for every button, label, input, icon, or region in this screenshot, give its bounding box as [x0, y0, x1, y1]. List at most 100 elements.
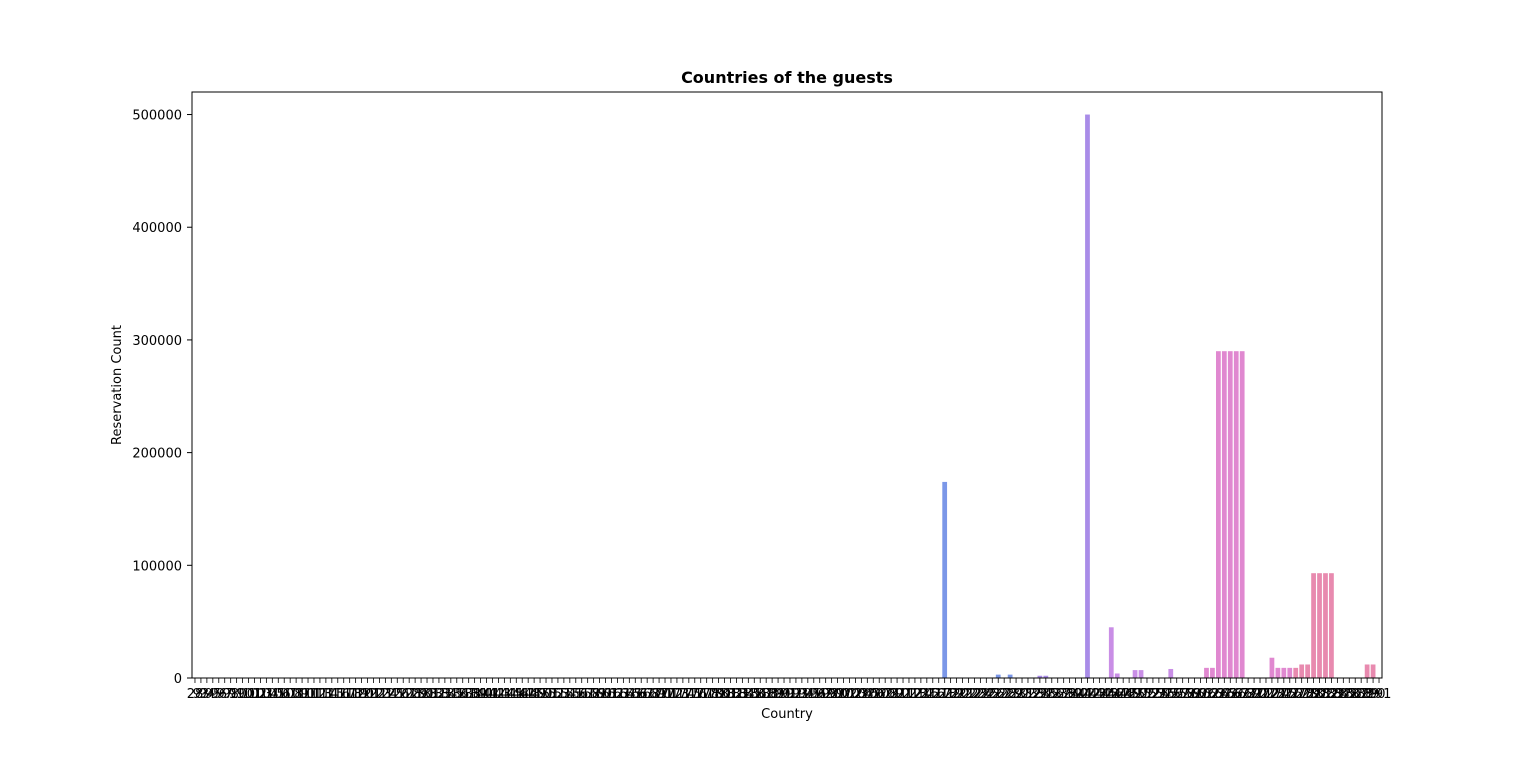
x-axis-label: Country: [761, 707, 813, 722]
x-tick-label: 171: [653, 687, 678, 702]
x-tick-label: 223: [962, 687, 987, 702]
x-tick-label: 186: [742, 687, 767, 702]
x-tick-label: 108: [278, 687, 303, 702]
x-tick-label: 196: [801, 687, 826, 702]
x-tick-label: 159: [581, 687, 606, 702]
x-tick-label: 284: [1325, 687, 1350, 702]
x-tick-label: 263: [1200, 687, 1225, 702]
y-tick-label: 400000: [132, 221, 182, 236]
x-tick-label: 132: [421, 687, 446, 702]
x-tick-label: 240: [1063, 687, 1088, 702]
x-tick-label: 220: [944, 687, 969, 702]
x-tick-label: 254: [1146, 687, 1171, 702]
x-tick-label: 125: [379, 687, 404, 702]
x-tick-label: 149: [522, 687, 547, 702]
x-tick-label: 256: [1158, 687, 1183, 702]
x-tick-label: 275: [1271, 687, 1296, 702]
x-tick-label: 194: [789, 687, 814, 702]
x-tick-label: 120: [349, 687, 374, 702]
bar: [1216, 351, 1221, 678]
bar: [1364, 664, 1370, 678]
x-tick-label: 114: [313, 687, 338, 702]
bar: [1007, 674, 1013, 678]
bar: [1132, 670, 1138, 678]
x-tick-label: 249: [1117, 687, 1142, 702]
x-tick-label: 273: [1260, 687, 1285, 702]
x-tick-label: 197: [807, 687, 832, 702]
x-tick-label: 266: [1218, 687, 1243, 702]
x-tick-label: 127: [391, 687, 416, 702]
x-tick-label: 133: [427, 687, 452, 702]
x-tick-label: 172: [659, 687, 684, 702]
bar: [1293, 667, 1299, 678]
x-tick-label: 252: [1135, 687, 1160, 702]
x-tick-label: 200: [825, 687, 850, 702]
x-tick-label: 164: [611, 687, 636, 702]
x-tick-label: 231: [1010, 687, 1035, 702]
x-axis: 2893949596979899100101102103104105106107…: [187, 678, 1391, 702]
x-tick-label: 260: [1182, 687, 1207, 702]
x-tick-label: 270: [1242, 687, 1267, 702]
x-tick-label: 103: [248, 687, 273, 702]
x-tick-label: 277: [1283, 687, 1308, 702]
x-tick-label: 166: [623, 687, 648, 702]
x-tick-label: 287: [1343, 687, 1368, 702]
x-tick-label: 214: [908, 687, 933, 702]
x-tick-label: 121: [355, 687, 380, 702]
x-tick-label: 261: [1188, 687, 1213, 702]
x-tick-label: 239: [1057, 687, 1082, 702]
x-tick-label: 267: [1224, 687, 1249, 702]
x-tick-label: 178: [694, 687, 719, 702]
y-tick-label: 200000: [132, 447, 182, 462]
x-tick-label: 175: [676, 687, 701, 702]
bar: [1329, 573, 1334, 678]
x-tick-label: 248: [1111, 687, 1136, 702]
x-tick-label: 141: [474, 687, 499, 702]
x-tick-label: 272: [1254, 687, 1279, 702]
x-tick-label: 181: [712, 687, 737, 702]
x-tick-label: 218: [932, 687, 957, 702]
x-tick-label: 283: [1319, 687, 1344, 702]
x-tick-label: 135: [438, 687, 463, 702]
x-tick-label: 210: [885, 687, 910, 702]
x-tick-label: 246: [1099, 687, 1124, 702]
x-tick-label: 185: [736, 687, 761, 702]
x-tick-label: 137: [450, 687, 475, 702]
plot-frame: [191, 91, 1383, 679]
y-tick-label: 500000: [132, 109, 182, 124]
bar: [1043, 675, 1049, 678]
x-tick-label: 205: [855, 687, 880, 702]
bar: [1108, 627, 1114, 678]
bar: [1305, 664, 1311, 678]
x-tick-label: 237: [1045, 687, 1070, 702]
y-tick-label: 300000: [132, 334, 182, 349]
x-tick-label: 174: [670, 687, 695, 702]
bars-group: [942, 114, 1376, 679]
x-tick-label: 158: [575, 687, 600, 702]
bar: [1281, 667, 1287, 678]
x-tick-label: 221: [950, 687, 975, 702]
x-tick-label: 247: [1105, 687, 1130, 702]
x-tick-label: 147: [510, 687, 535, 702]
x-tick-label: 281: [1307, 687, 1332, 702]
x-tick-label: 170: [647, 687, 672, 702]
x-tick-label: 162: [599, 687, 624, 702]
x-tick-label: 111: [296, 687, 321, 702]
x-tick-label: 225: [974, 687, 999, 702]
x-tick-label: 163: [605, 687, 630, 702]
x-tick-label: 173: [665, 687, 690, 702]
x-tick-label: 154: [551, 687, 576, 702]
chart-title: Countries of the guests: [681, 68, 893, 87]
x-tick-label: 274: [1265, 687, 1290, 702]
x-tick-label: 229: [998, 687, 1023, 702]
x-tick-label: 203: [843, 687, 868, 702]
x-tick-label: 148: [516, 687, 541, 702]
x-tick-label: 213: [903, 687, 928, 702]
x-tick-label: 234: [1027, 687, 1052, 702]
x-tick-label: 155: [557, 687, 582, 702]
y-axis-label: Reservation Count: [110, 325, 125, 445]
x-tick-label: 189: [760, 687, 785, 702]
bar: [1323, 573, 1328, 678]
x-tick-label: 157: [569, 687, 594, 702]
x-tick-label: 104: [254, 687, 279, 702]
